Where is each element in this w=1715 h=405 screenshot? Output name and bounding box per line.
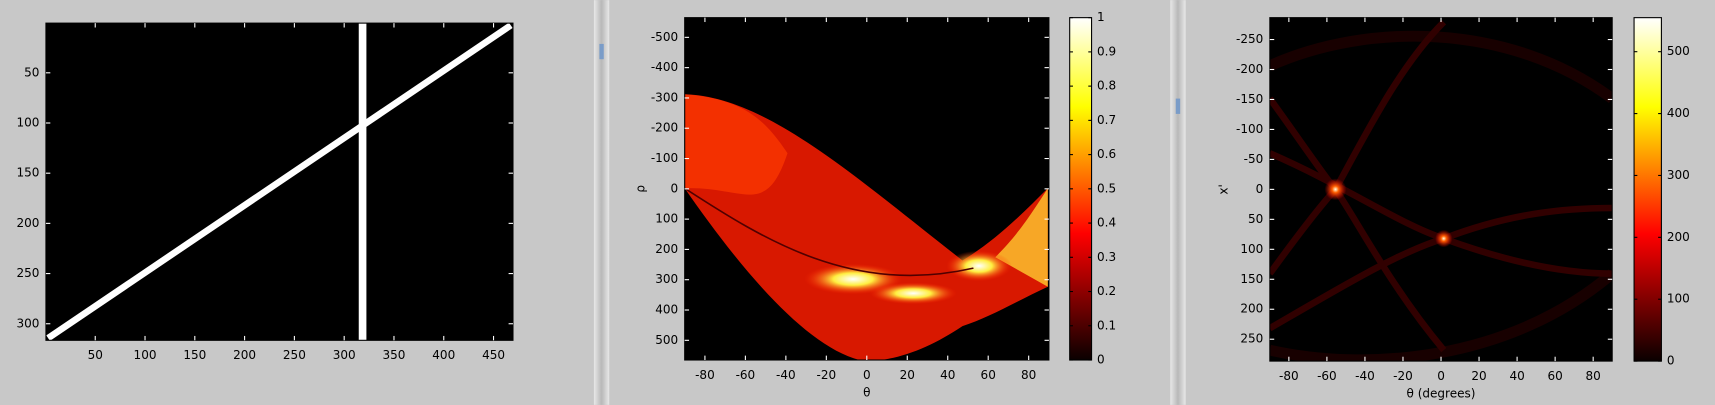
splitter-grip	[599, 43, 604, 60]
y-tick-label: -100	[1236, 122, 1263, 136]
colorbar-tick-label: 400	[1667, 106, 1690, 120]
y-axis-label: ρ	[633, 185, 647, 193]
colorbar-tick-label: 500	[1667, 44, 1690, 58]
x-tick-label: -60	[1317, 369, 1337, 383]
y-tick-label: 300	[655, 272, 678, 286]
x-tick-label: 80	[1021, 368, 1036, 382]
x-tick-label: 150	[183, 348, 206, 362]
colorbar-tick-label: 1	[1097, 10, 1105, 24]
x-tick-label: -20	[817, 368, 837, 382]
x-tick-label: -40	[776, 368, 796, 382]
x-tick-label: 20	[1471, 369, 1486, 383]
x-tick-label: 80	[1586, 369, 1601, 383]
colorbar-tick-label: 0.8	[1097, 79, 1116, 93]
y-tick-label: 200	[1240, 302, 1263, 316]
colorbar-tick-label: 0.3	[1097, 250, 1116, 264]
x-tick-label: 0	[863, 368, 871, 382]
y-tick-label: 150	[1240, 272, 1263, 286]
x-tick-label: 450	[482, 348, 505, 362]
y-tick-label: 0	[1256, 182, 1264, 196]
y-tick-label: 300	[16, 316, 39, 330]
y-tick-label: 200	[655, 242, 678, 256]
axes-frame	[45, 22, 514, 341]
y-tick-label: 200	[16, 216, 39, 230]
y-tick-label: -500	[651, 30, 678, 44]
colorbar	[1069, 17, 1092, 360]
y-tick-label: -50	[1244, 152, 1264, 166]
x-tick-label: 100	[134, 348, 157, 362]
x-tick-label: 60	[981, 368, 996, 382]
colorbar-frame	[1633, 17, 1662, 362]
x-tick-label: 250	[283, 348, 306, 362]
y-tick-label: -200	[1236, 62, 1263, 76]
y-tick-label: 500	[655, 333, 678, 347]
y-tick-label: 150	[16, 166, 39, 180]
x-tick-label: -80	[1279, 369, 1299, 383]
y-tick-label: 100	[655, 212, 678, 226]
y-tick-label: -150	[1236, 92, 1263, 106]
colorbar-tick-label: 0.1	[1097, 318, 1116, 332]
colorbar-tick-label: 200	[1667, 230, 1690, 244]
y-tick-label: 0	[670, 181, 678, 195]
y-tick-label: 50	[1248, 212, 1263, 226]
colorbar	[1634, 17, 1662, 362]
colorbar-tick-label: 0	[1667, 354, 1675, 368]
image-3	[1269, 17, 1613, 362]
x-tick-label: 50	[88, 348, 103, 362]
colorbar-tick-label: 0.9	[1097, 44, 1116, 58]
x-tick-label: 300	[333, 348, 356, 362]
colorbar-tick-label: 0.4	[1097, 216, 1116, 230]
colorbar-tick-label: 0.7	[1097, 113, 1116, 127]
x-tick-label: 40	[1509, 369, 1524, 383]
splitter-grip	[1175, 98, 1181, 114]
x-tick-label: -20	[1393, 369, 1413, 383]
y-tick-label: 400	[655, 303, 678, 317]
y-tick-label: -250	[1236, 32, 1263, 46]
y-tick-label: 50	[24, 65, 39, 79]
colorbar-tick-label: 0.5	[1097, 181, 1116, 195]
colorbar-tick-label: 0	[1097, 353, 1105, 367]
x-tick-label: 60	[1547, 369, 1562, 383]
y-tick-label: -200	[651, 121, 678, 135]
colorbar-tick-label: 300	[1667, 168, 1690, 182]
colorbar-tick-label: 100	[1667, 292, 1690, 306]
x-tick-label: -40	[1355, 369, 1375, 383]
image-2	[684, 17, 1049, 360]
splitter[interactable]	[1170, 0, 1186, 405]
x-tick-label: 350	[383, 348, 406, 362]
x-axis-label: θ (degrees)	[1407, 386, 1476, 400]
x-axis-label: θ	[863, 385, 870, 399]
x-tick-label: -60	[736, 368, 756, 382]
x-tick-label: 0	[1437, 369, 1445, 383]
x-tick-label: -80	[695, 368, 715, 382]
colorbar-tick-label: 0.2	[1097, 284, 1116, 298]
y-tick-label: 100	[16, 115, 39, 129]
colorbar-tick-label: 0.6	[1097, 147, 1116, 161]
y-tick-label: -100	[651, 151, 678, 165]
x-tick-label: 20	[900, 368, 915, 382]
y-tick-label: -300	[651, 90, 678, 104]
y-tick-label: -400	[651, 60, 678, 74]
x-tick-label: 400	[432, 348, 455, 362]
x-tick-label: 200	[233, 348, 256, 362]
image-1	[45, 22, 513, 341]
y-axis-label: x'	[1216, 184, 1230, 194]
y-tick-label: 250	[1240, 332, 1263, 346]
y-tick-label: 250	[16, 266, 39, 280]
splitter[interactable]	[593, 0, 610, 405]
y-tick-label: 100	[1240, 242, 1263, 256]
x-tick-label: 40	[940, 368, 955, 382]
